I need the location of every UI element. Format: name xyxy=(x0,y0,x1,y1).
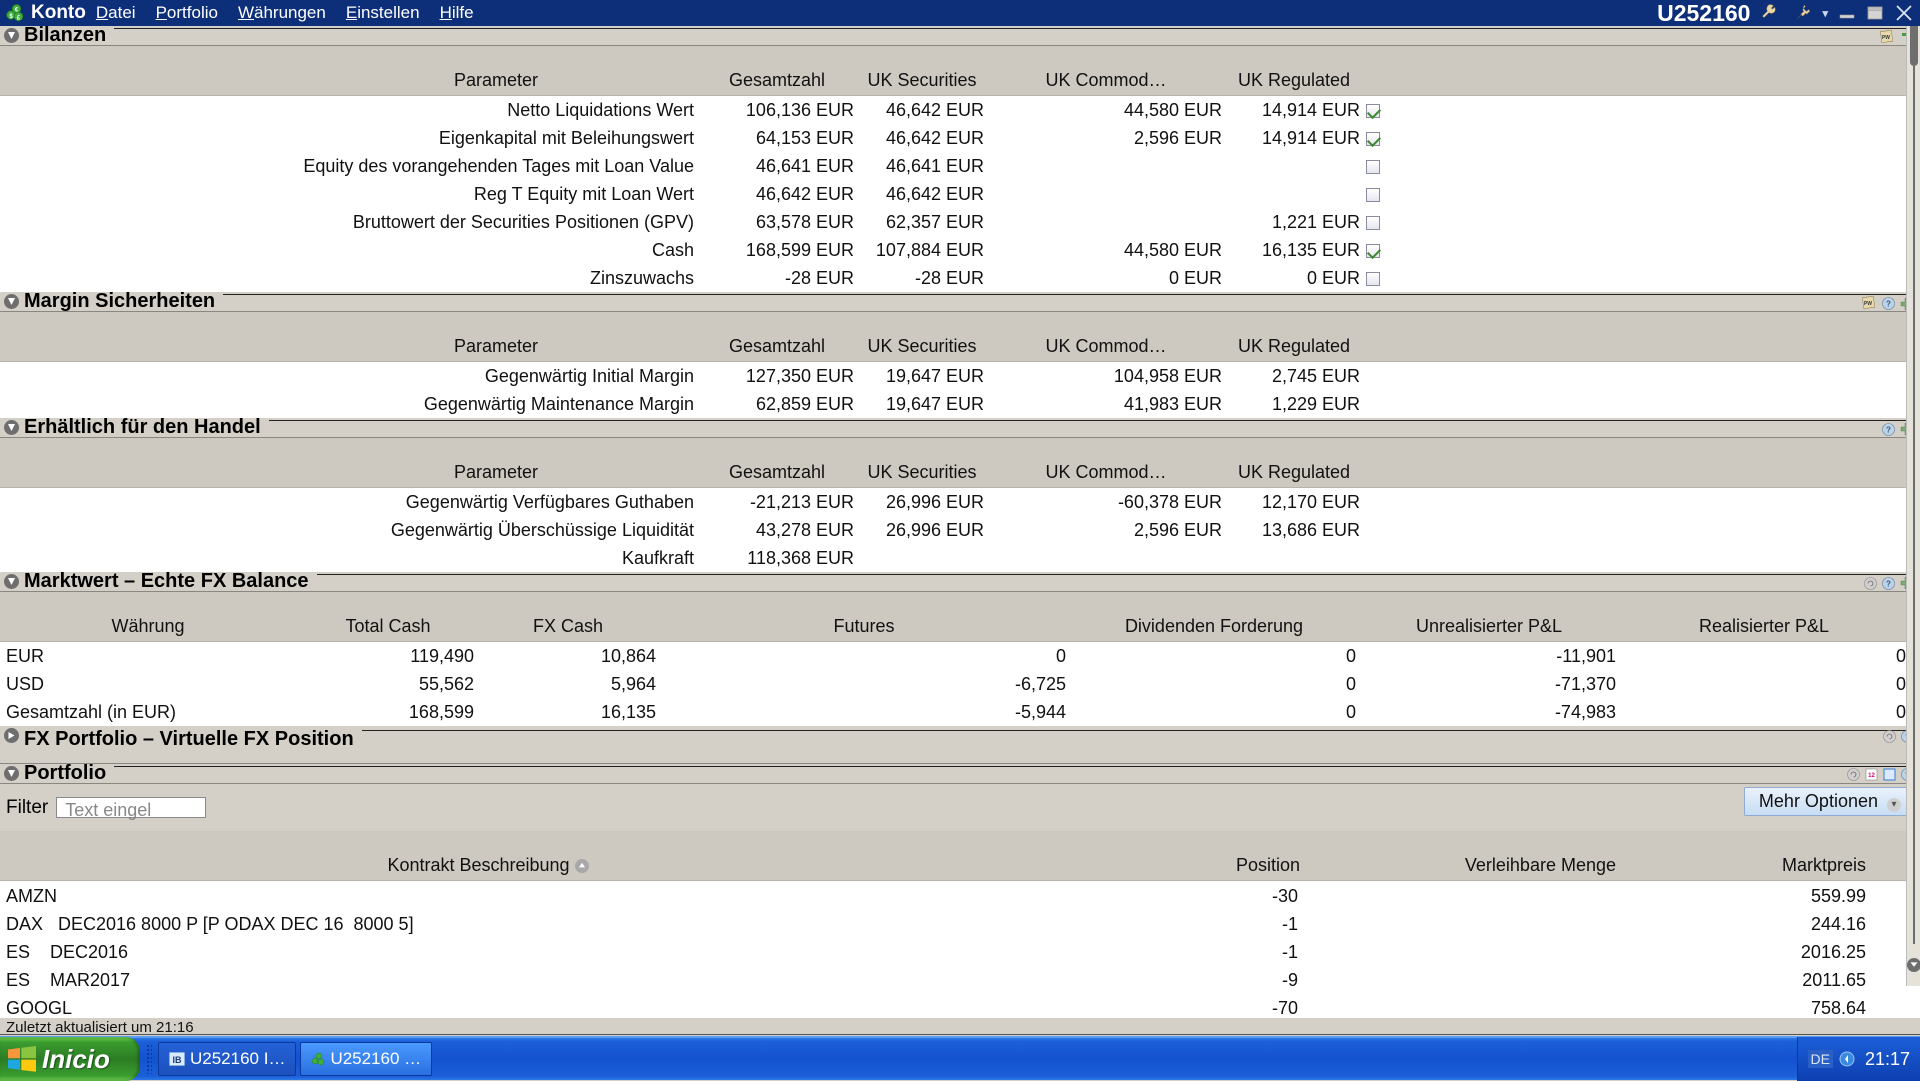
svg-text:?: ? xyxy=(1886,299,1891,308)
svg-text:12: 12 xyxy=(1868,773,1875,779)
svg-text:?: ? xyxy=(1886,579,1891,588)
svg-text:PW: PW xyxy=(1882,35,1890,41)
svg-text:?: ? xyxy=(1886,425,1891,434)
svg-text:IB: IB xyxy=(173,1055,183,1065)
svg-text:PW: PW xyxy=(1864,301,1872,307)
